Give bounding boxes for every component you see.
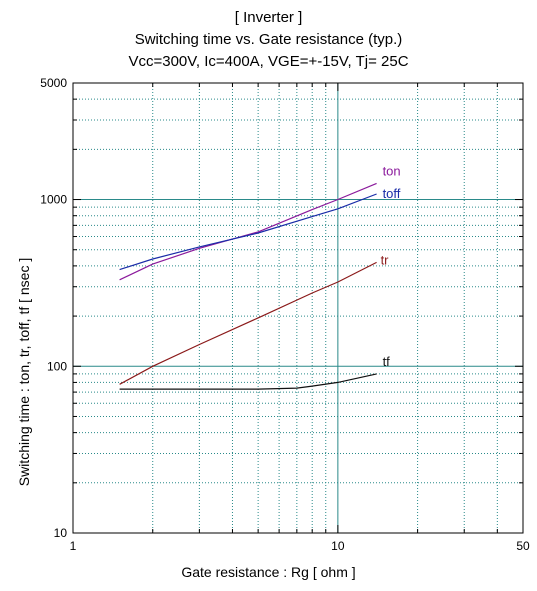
series-labels: ton toff tr tf: [381, 163, 401, 369]
y-tick-label: 1000: [40, 193, 67, 207]
y-tick-label: 5000: [40, 76, 67, 90]
x-tick-label: 1: [70, 539, 77, 553]
series-label-tf: tf: [383, 354, 391, 369]
x-tick-label: 50: [516, 539, 530, 553]
axis-ticks: [72, 82, 524, 534]
chart-title-line-1: [ Inverter ]: [234, 9, 303, 26]
series-line-ton: [119, 182, 377, 281]
series-label-ton: ton: [383, 163, 401, 178]
y-axis-label: Switching time : ton, tr, toff, tf [ nse…: [16, 257, 32, 487]
series-line-tf: [119, 373, 377, 390]
series-label-toff: toff: [383, 186, 401, 201]
chart-title-line-3: Vcc=300V, Ic=400A, VGE=+-15V, Tj= 25C: [128, 53, 409, 70]
series-label-tr: tr: [381, 252, 390, 267]
minor-gridlines: [73, 83, 523, 533]
series-line-toff: [119, 193, 377, 271]
x-tick-label: 10: [331, 539, 345, 553]
major-gridlines: [73, 83, 523, 533]
y-tick-label: 10: [54, 526, 68, 540]
x-axis-label: Gate resistance : Rg [ ohm ]: [181, 564, 356, 580]
series-line-tr: [119, 261, 377, 385]
plot-frame: [72, 82, 524, 534]
y-tick-label: 100: [47, 359, 67, 373]
series-lines: [119, 182, 377, 390]
chart-title-line-2: Switching time vs. Gate resistance (typ.…: [134, 31, 403, 48]
